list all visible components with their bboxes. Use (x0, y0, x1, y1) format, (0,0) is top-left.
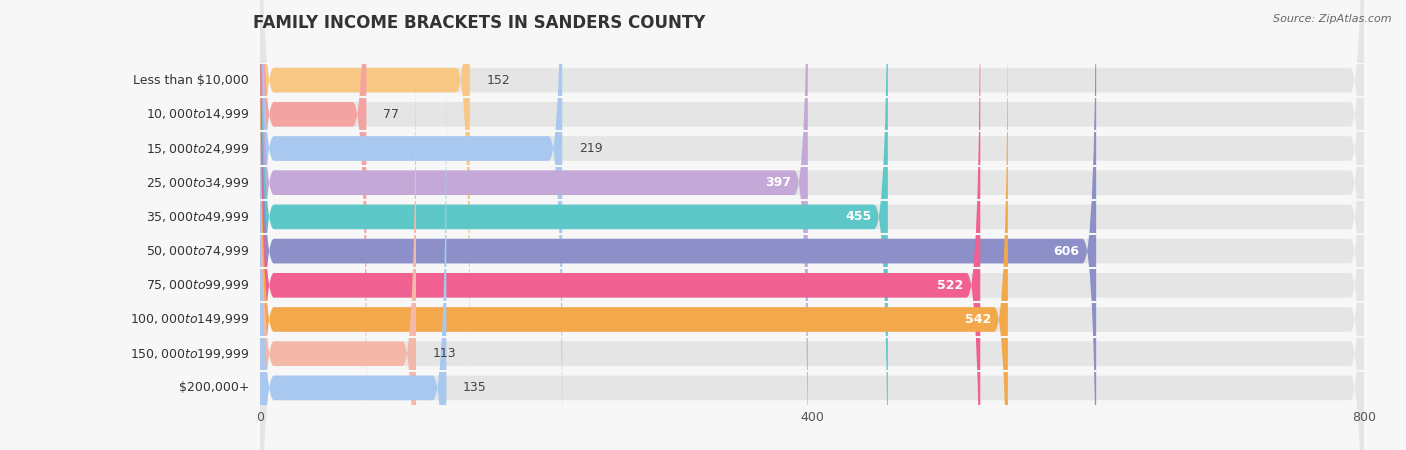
FancyBboxPatch shape (260, 0, 1364, 450)
Text: 135: 135 (463, 382, 486, 394)
FancyBboxPatch shape (260, 0, 1364, 450)
Text: $200,000+: $200,000+ (179, 382, 249, 394)
Text: 152: 152 (486, 74, 510, 86)
FancyBboxPatch shape (260, 0, 1364, 450)
FancyBboxPatch shape (260, 0, 980, 450)
Text: $50,000 to $74,999: $50,000 to $74,999 (146, 244, 249, 258)
Text: 522: 522 (938, 279, 963, 292)
FancyBboxPatch shape (260, 0, 470, 410)
FancyBboxPatch shape (260, 0, 1364, 410)
FancyBboxPatch shape (260, 0, 1364, 444)
FancyBboxPatch shape (260, 0, 562, 450)
Text: 77: 77 (382, 108, 399, 121)
Text: $150,000 to $199,999: $150,000 to $199,999 (129, 346, 249, 361)
Text: 113: 113 (433, 347, 456, 360)
FancyBboxPatch shape (260, 0, 1364, 450)
Text: $10,000 to $14,999: $10,000 to $14,999 (146, 107, 249, 122)
FancyBboxPatch shape (260, 0, 1364, 450)
Text: 606: 606 (1053, 245, 1080, 257)
FancyBboxPatch shape (260, 0, 1008, 450)
FancyBboxPatch shape (260, 0, 1364, 450)
Text: $100,000 to $149,999: $100,000 to $149,999 (129, 312, 249, 327)
Text: Source: ZipAtlas.com: Source: ZipAtlas.com (1274, 14, 1392, 23)
FancyBboxPatch shape (260, 0, 887, 450)
Text: $35,000 to $49,999: $35,000 to $49,999 (146, 210, 249, 224)
Text: 542: 542 (965, 313, 991, 326)
FancyBboxPatch shape (260, 58, 446, 450)
FancyBboxPatch shape (260, 24, 416, 450)
Text: $25,000 to $34,999: $25,000 to $34,999 (146, 176, 249, 190)
FancyBboxPatch shape (260, 0, 367, 444)
Text: FAMILY INCOME BRACKETS IN SANDERS COUNTY: FAMILY INCOME BRACKETS IN SANDERS COUNTY (253, 14, 706, 32)
Text: 455: 455 (845, 211, 872, 223)
Text: 397: 397 (765, 176, 792, 189)
FancyBboxPatch shape (260, 0, 1097, 450)
FancyBboxPatch shape (260, 0, 808, 450)
FancyBboxPatch shape (260, 58, 1364, 450)
Text: $15,000 to $24,999: $15,000 to $24,999 (146, 141, 249, 156)
FancyBboxPatch shape (260, 24, 1364, 450)
Text: Less than $10,000: Less than $10,000 (134, 74, 249, 86)
Text: $75,000 to $99,999: $75,000 to $99,999 (146, 278, 249, 293)
Text: 219: 219 (579, 142, 602, 155)
